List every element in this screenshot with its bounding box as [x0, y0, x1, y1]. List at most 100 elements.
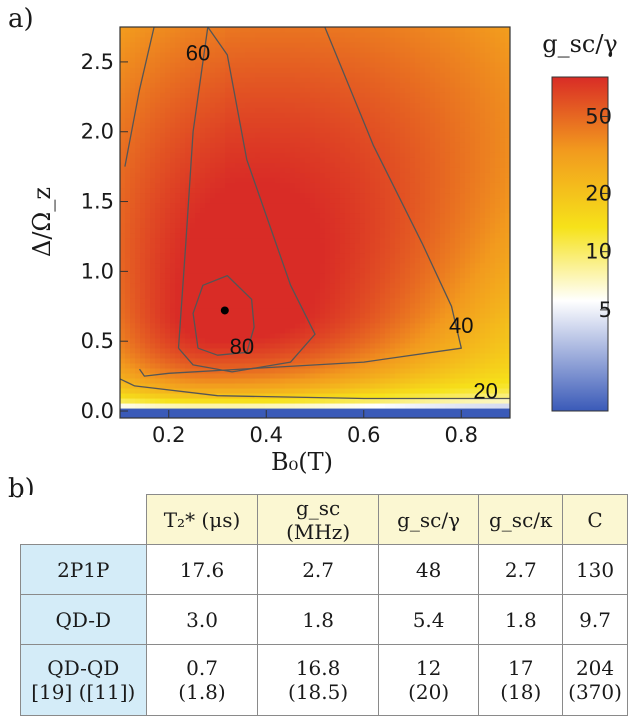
heatmap-cell [150, 397, 156, 404]
heatmap-cell [320, 342, 326, 349]
heatmap-cell [295, 42, 301, 48]
heatmap-cell [345, 72, 351, 78]
heatmap-cell [140, 252, 146, 259]
heatmap-cell [190, 327, 196, 334]
heatmap-cell [155, 82, 161, 88]
heatmap-cell [370, 92, 376, 98]
heatmap-cell [440, 407, 446, 414]
heatmap-cell [325, 242, 331, 249]
heatmap-cell [265, 147, 271, 153]
heatmap-cell [345, 407, 351, 414]
heatmap-cell [150, 387, 156, 394]
heatmap-cell [255, 212, 261, 219]
heatmap-cell [300, 272, 306, 279]
heatmap-cell [350, 122, 356, 128]
heatmap-cell [190, 322, 196, 329]
heatmap-cell [365, 92, 371, 98]
heatmap-cell [175, 62, 181, 68]
heatmap-cell [155, 267, 161, 274]
heatmap-cell [435, 112, 441, 118]
heatmap-cell [405, 387, 411, 394]
heatmap-cell [415, 167, 421, 173]
heatmap-cell [175, 412, 181, 418]
heatmap-cell [245, 377, 251, 384]
heatmap-cell [320, 147, 326, 153]
heatmap-cell [305, 332, 311, 339]
heatmap-cell [330, 332, 336, 339]
heatmap-cell [180, 407, 186, 414]
heatmap-cell [310, 82, 316, 88]
heatmap-cell [230, 302, 236, 309]
heatmap-cell [315, 387, 321, 394]
heatmap-cell [405, 147, 411, 153]
heatmap-cell [350, 137, 356, 143]
heatmap-cell [410, 72, 416, 78]
heatmap-cell [230, 127, 236, 133]
heatmap-cell [395, 307, 401, 314]
heatmap-cell [180, 397, 186, 404]
heatmap-cell [365, 297, 371, 304]
heatmap-cell [305, 382, 311, 389]
heatmap-cell [345, 87, 351, 93]
heatmap-cell [220, 207, 226, 214]
heatmap-cell [155, 402, 161, 409]
heatmap-cell [200, 322, 206, 329]
heatmap-cell [355, 402, 361, 409]
heatmap-cell [120, 167, 126, 173]
heatmap-cell [395, 107, 401, 113]
heatmap-cell [335, 107, 341, 113]
heatmap-cell [155, 272, 161, 279]
heatmap-cell [295, 202, 301, 209]
heatmap-cell [235, 267, 241, 274]
heatmap-cell [300, 182, 306, 189]
heatmap-cell [375, 382, 381, 389]
heatmap-cell [420, 212, 426, 219]
heatmap-cell [215, 182, 221, 189]
heatmap-cell [325, 302, 331, 309]
heatmap-cell [280, 342, 286, 349]
heatmap-cell [185, 302, 191, 309]
heatmap-cell [365, 82, 371, 88]
heatmap-cell [140, 197, 146, 204]
heatmap-cell [395, 362, 401, 369]
heatmap-cell [235, 42, 241, 48]
heatmap-cell [425, 67, 431, 73]
heatmap-cell [120, 327, 126, 334]
heatmap-cell [140, 192, 146, 199]
heatmap-cell [160, 162, 166, 168]
heatmap-cell [370, 322, 376, 329]
heatmap-cell [150, 57, 156, 63]
heatmap-cell [370, 237, 376, 244]
heatmap-cell [220, 252, 226, 259]
heatmap-cell [230, 217, 236, 224]
heatmap-cell [355, 217, 361, 224]
heatmap-cell [240, 67, 246, 73]
heatmap-cell [190, 172, 196, 178]
heatmap-cell [395, 197, 401, 204]
heatmap-cell [160, 72, 166, 78]
heatmap-cell [405, 52, 411, 58]
heatmap-cell [140, 82, 146, 88]
heatmap-cell [310, 237, 316, 244]
heatmap-cell [275, 377, 281, 384]
heatmap-cell [270, 382, 276, 389]
heatmap-cell [260, 302, 266, 309]
heatmap-cell [170, 402, 176, 409]
heatmap-cell [130, 242, 136, 249]
heatmap-cell [200, 117, 206, 123]
heatmap-cell [135, 77, 141, 83]
heatmap-cell [160, 287, 166, 294]
heatmap-cell [180, 92, 186, 98]
heatmap-cell [240, 42, 246, 48]
heatmap-cell [295, 107, 301, 113]
heatmap-cell [430, 162, 436, 168]
heatmap-cell [345, 332, 351, 339]
heatmap-cell [380, 207, 386, 214]
heatmap-cell [330, 202, 336, 209]
heatmap-cell [165, 222, 171, 229]
heatmap-cell [190, 352, 196, 359]
heatmap-cell [120, 332, 126, 339]
heatmap-cell [415, 32, 421, 38]
heatmap-cell [430, 167, 436, 173]
heatmap-cell [395, 277, 401, 284]
